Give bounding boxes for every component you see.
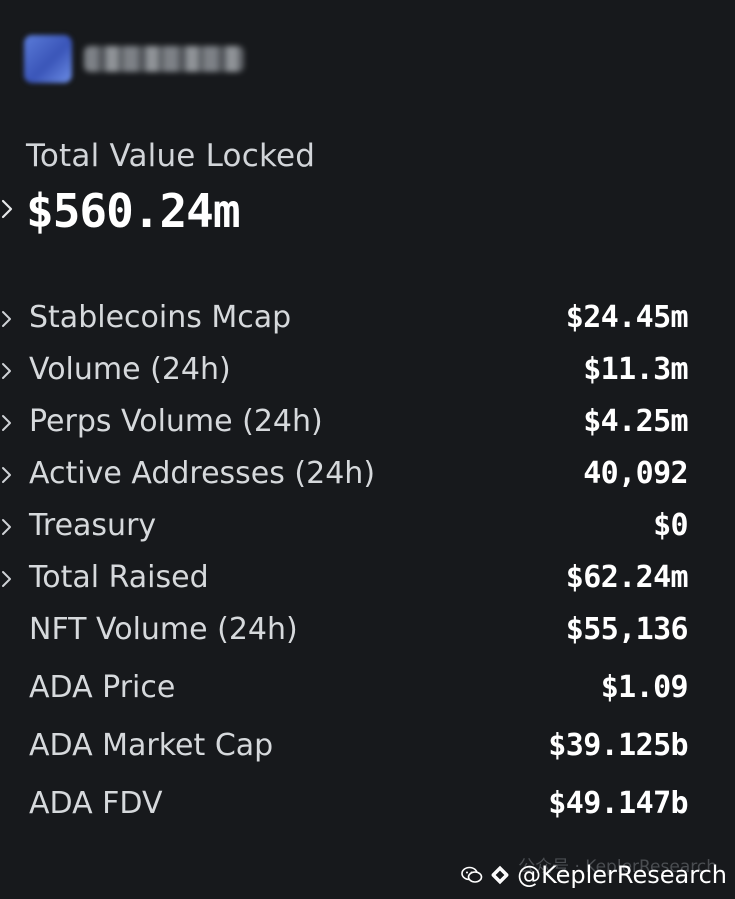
- metric-value: $39.125b: [548, 728, 688, 763]
- metric-label: ADA Price: [29, 670, 176, 705]
- chevron-right-icon[interactable]: [0, 514, 14, 540]
- metric-row-volume[interactable]: Volume (24h) $11.3m: [0, 346, 735, 398]
- metric-row-ada-price: ADA Price $1.09: [0, 664, 735, 722]
- metric-row-ada-market-cap: ADA Market Cap $39.125b: [0, 722, 735, 780]
- metric-label: Volume (24h): [29, 352, 231, 387]
- chevron-right-icon[interactable]: [0, 410, 14, 436]
- binance-square-icon: [491, 865, 509, 885]
- metrics-list: Stablecoins Mcap $24.45m Volume (24h) $1…: [0, 294, 735, 838]
- metric-label: Perps Volume (24h): [29, 404, 323, 439]
- metric-label: Treasury: [29, 508, 157, 543]
- metric-label: ADA Market Cap: [29, 728, 274, 763]
- chevron-right-icon[interactable]: [0, 195, 14, 223]
- watermark-faded: 公众号 · KeplerResearch: [518, 852, 717, 877]
- watermark-text: @KeplerResearch: [517, 861, 727, 889]
- metric-row-ada-fdv: ADA FDV $49.147b: [0, 780, 735, 838]
- metric-row-nft-volume: NFT Volume (24h) $55,136: [0, 606, 735, 664]
- protocol-header: [24, 34, 244, 84]
- metric-value: $11.3m: [583, 352, 688, 387]
- watermark: @KeplerResearch: [461, 861, 727, 889]
- watermark-faded-text: 公众号 · KeplerResearch: [518, 857, 717, 877]
- metric-label: ADA FDV: [29, 786, 163, 821]
- metric-value: $1.09: [600, 670, 689, 705]
- protocol-name-blurred: [84, 46, 244, 72]
- chevron-right-icon[interactable]: [0, 566, 14, 592]
- metric-label: Active Addresses (24h): [29, 456, 376, 491]
- metric-value: $55,136: [565, 612, 689, 647]
- chevron-right-icon[interactable]: [0, 358, 14, 384]
- metric-value: $4.25m: [583, 404, 688, 439]
- metric-label: NFT Volume (24h): [29, 612, 298, 647]
- protocol-logo-icon: [24, 35, 72, 83]
- wechat-icon: [461, 866, 483, 883]
- metric-label: Total Raised: [29, 560, 209, 595]
- metric-row-active-addresses[interactable]: Active Addresses (24h) 40,092: [0, 450, 735, 502]
- metric-value: $49.147b: [548, 786, 688, 821]
- metric-label: Stablecoins Mcap: [29, 300, 292, 335]
- tvl-value: $560.24m: [26, 184, 241, 238]
- tvl-label: Total Value Locked: [26, 138, 316, 174]
- chevron-right-icon[interactable]: [0, 462, 14, 488]
- metric-row-perps-volume[interactable]: Perps Volume (24h) $4.25m: [0, 398, 735, 450]
- metric-value: $62.24m: [565, 560, 689, 595]
- metric-value: $0: [653, 508, 689, 543]
- metric-row-total-raised[interactable]: Total Raised $62.24m: [0, 554, 735, 606]
- metric-value: 40,092: [583, 456, 688, 491]
- chevron-right-icon[interactable]: [0, 306, 14, 332]
- metric-row-stablecoins-mcap[interactable]: Stablecoins Mcap $24.45m: [0, 294, 735, 346]
- metric-value: $24.45m: [565, 300, 689, 335]
- metric-row-treasury[interactable]: Treasury $0: [0, 502, 735, 554]
